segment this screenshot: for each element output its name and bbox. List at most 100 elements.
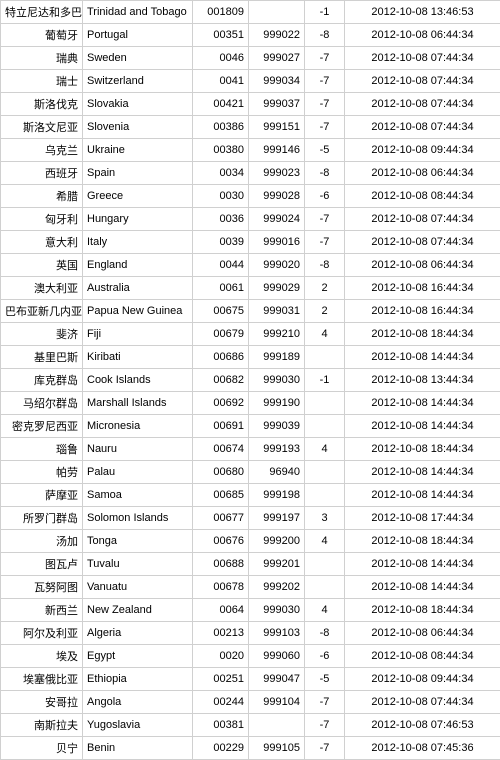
- cell-cn: 密克罗尼西亚: [1, 415, 83, 438]
- cell-code2: 999024: [249, 208, 305, 231]
- table-row: 基里巴斯Kiribati006869991892012-10-08 14:44:…: [1, 346, 500, 369]
- cell-cn: 图瓦卢: [1, 553, 83, 576]
- cell-en: Angola: [83, 691, 193, 714]
- cell-ts: 2012-10-08 07:44:34: [345, 208, 500, 231]
- cell-ts: 2012-10-08 09:44:34: [345, 668, 500, 691]
- cell-code2: 999202: [249, 576, 305, 599]
- cell-num: -7: [305, 208, 345, 231]
- cell-code2: 999197: [249, 507, 305, 530]
- cell-en: Nauru: [83, 438, 193, 461]
- cell-num: -7: [305, 116, 345, 139]
- table-row: 斐济Fiji0067999921042012-10-08 18:44:34: [1, 323, 500, 346]
- cell-en: Solomon Islands: [83, 507, 193, 530]
- table-row: 瑙鲁Nauru0067499919342012-10-08 18:44:34: [1, 438, 500, 461]
- cell-en: Palau: [83, 461, 193, 484]
- cell-code2: 999189: [249, 346, 305, 369]
- cell-cn: 萨摩亚: [1, 484, 83, 507]
- cell-code2: 999027: [249, 47, 305, 70]
- cell-en: Marshall Islands: [83, 392, 193, 415]
- cell-en: Sweden: [83, 47, 193, 70]
- cell-num: [305, 392, 345, 415]
- cell-en: Hungary: [83, 208, 193, 231]
- cell-code1: 0036: [193, 208, 249, 231]
- cell-num: -7: [305, 231, 345, 254]
- cell-code2: 999104: [249, 691, 305, 714]
- cell-ts: 2012-10-08 14:44:34: [345, 553, 500, 576]
- cell-ts: 2012-10-08 16:44:34: [345, 277, 500, 300]
- cell-en: Australia: [83, 277, 193, 300]
- cell-num: -1: [305, 369, 345, 392]
- table-row: 匈牙利Hungary0036999024-72012-10-08 07:44:3…: [1, 208, 500, 231]
- cell-ts: 2012-10-08 13:44:34: [345, 369, 500, 392]
- cell-code1: 00675: [193, 300, 249, 323]
- cell-ts: 2012-10-08 07:44:34: [345, 70, 500, 93]
- cell-en: Micronesia: [83, 415, 193, 438]
- table-row: 瓦努阿图Vanuatu006789992022012-10-08 14:44:3…: [1, 576, 500, 599]
- cell-num: -1: [305, 1, 345, 24]
- table-row: 萨摩亚Samoa006859991982012-10-08 14:44:34: [1, 484, 500, 507]
- cell-ts: 2012-10-08 07:44:34: [345, 691, 500, 714]
- table-row: 巴布亚新几内亚Papua New Guinea0067599903122012-…: [1, 300, 500, 323]
- cell-cn: 瑞典: [1, 47, 83, 70]
- cell-code2: 999105: [249, 737, 305, 760]
- cell-cn: 埃塞俄比亚: [1, 668, 83, 691]
- cell-en: Slovakia: [83, 93, 193, 116]
- table-row: 乌克兰Ukraine00380999146-52012-10-08 09:44:…: [1, 139, 500, 162]
- cell-ts: 2012-10-08 07:44:34: [345, 231, 500, 254]
- cell-num: -5: [305, 668, 345, 691]
- table-row: 安哥拉Angola00244999104-72012-10-08 07:44:3…: [1, 691, 500, 714]
- cell-cn: 基里巴斯: [1, 346, 83, 369]
- cell-cn: 意大利: [1, 231, 83, 254]
- cell-code2: [249, 714, 305, 737]
- cell-en: Papua New Guinea: [83, 300, 193, 323]
- cell-code1: 0061: [193, 277, 249, 300]
- cell-num: 4: [305, 323, 345, 346]
- cell-cn: 乌克兰: [1, 139, 83, 162]
- cell-cn: 斯洛伐克: [1, 93, 83, 116]
- table-row: 南斯拉夫Yugoslavia00381-72012-10-08 07:46:53: [1, 714, 500, 737]
- cell-code2: 999193: [249, 438, 305, 461]
- cell-code2: 999037: [249, 93, 305, 116]
- cell-ts: 2012-10-08 14:44:34: [345, 392, 500, 415]
- cell-cn: 斯洛文尼亚: [1, 116, 83, 139]
- cell-code2: 96940: [249, 461, 305, 484]
- cell-ts: 2012-10-08 06:44:34: [345, 162, 500, 185]
- cell-ts: 2012-10-08 07:44:34: [345, 116, 500, 139]
- cell-en: Ethiopia: [83, 668, 193, 691]
- cell-ts: 2012-10-08 06:44:34: [345, 24, 500, 47]
- cell-cn: 汤加: [1, 530, 83, 553]
- cell-code1: 00251: [193, 668, 249, 691]
- table-row: 阿尔及利亚Algeria00213999103-82012-10-08 06:4…: [1, 622, 500, 645]
- cell-cn: 阿尔及利亚: [1, 622, 83, 645]
- cell-cn: 贝宁: [1, 737, 83, 760]
- cell-code1: 0039: [193, 231, 249, 254]
- cell-cn: 西班牙: [1, 162, 83, 185]
- cell-ts: 2012-10-08 13:46:53: [345, 1, 500, 24]
- cell-code1: 00677: [193, 507, 249, 530]
- table-row: 斯洛文尼亚Slovenia00386999151-72012-10-08 07:…: [1, 116, 500, 139]
- cell-code2: 999060: [249, 645, 305, 668]
- cell-num: 4: [305, 530, 345, 553]
- cell-num: [305, 415, 345, 438]
- cell-num: -7: [305, 93, 345, 116]
- cell-code1: 00386: [193, 116, 249, 139]
- cell-cn: 瑙鲁: [1, 438, 83, 461]
- cell-cn: 斐济: [1, 323, 83, 346]
- cell-cn: 特立尼达和多巴哥: [1, 1, 83, 24]
- table-row: 所罗门群岛Solomon Islands0067799919732012-10-…: [1, 507, 500, 530]
- cell-ts: 2012-10-08 14:44:34: [345, 415, 500, 438]
- cell-ts: 2012-10-08 06:44:34: [345, 622, 500, 645]
- cell-en: Tonga: [83, 530, 193, 553]
- cell-num: 3: [305, 507, 345, 530]
- cell-cn: 澳大利亚: [1, 277, 83, 300]
- table-row: 澳大利亚Australia006199902922012-10-08 16:44…: [1, 277, 500, 300]
- cell-num: 2: [305, 300, 345, 323]
- cell-en: Benin: [83, 737, 193, 760]
- table-row: 埃塞俄比亚Ethiopia00251999047-52012-10-08 09:…: [1, 668, 500, 691]
- cell-code2: 999103: [249, 622, 305, 645]
- cell-cn: 埃及: [1, 645, 83, 668]
- cell-code1: 0064: [193, 599, 249, 622]
- table-row: 埃及Egypt0020999060-62012-10-08 08:44:34: [1, 645, 500, 668]
- table-row: 图瓦卢Tuvalu006889992012012-10-08 14:44:34: [1, 553, 500, 576]
- cell-ts: 2012-10-08 06:44:34: [345, 254, 500, 277]
